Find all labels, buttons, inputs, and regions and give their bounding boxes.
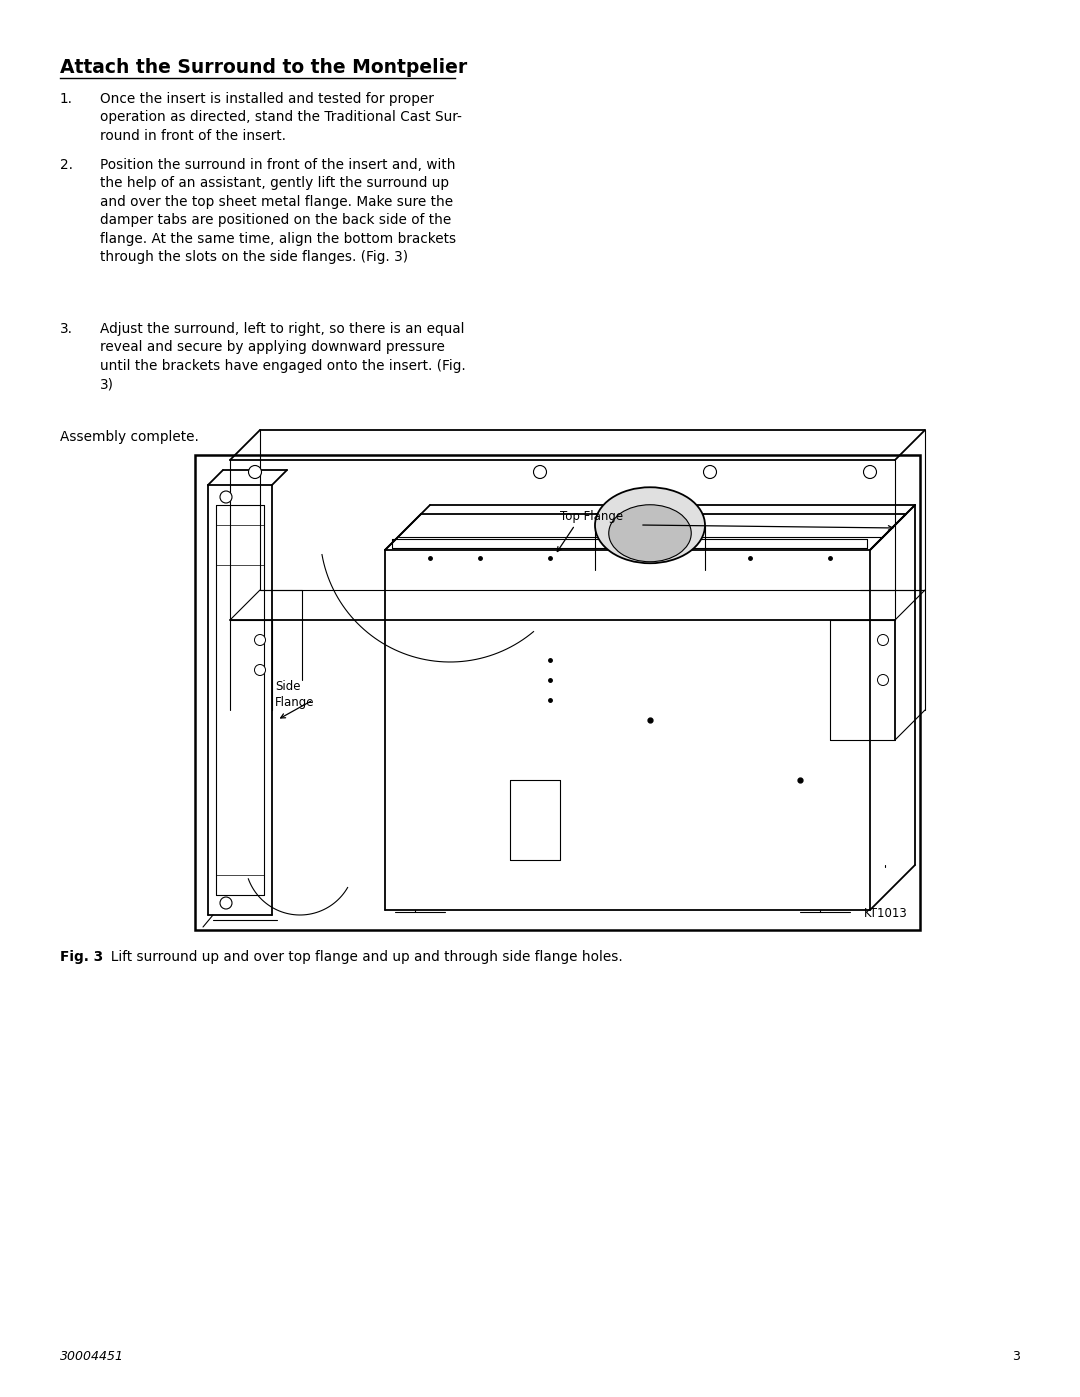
- Circle shape: [220, 490, 232, 503]
- Text: Position the surround in front of the insert and, with
the help of an assistant,: Position the surround in front of the in…: [100, 158, 456, 264]
- Text: Side
Flange: Side Flange: [275, 680, 314, 710]
- Text: 1.: 1.: [60, 92, 73, 106]
- Bar: [195, 455, 920, 930]
- Circle shape: [220, 897, 232, 909]
- Text: Assembly complete.: Assembly complete.: [60, 430, 199, 444]
- Text: Attach the Surround to the Montpelier: Attach the Surround to the Montpelier: [60, 59, 468, 77]
- Circle shape: [864, 465, 877, 479]
- Text: Top Flange: Top Flange: [561, 510, 623, 522]
- Circle shape: [248, 465, 261, 479]
- Circle shape: [534, 465, 546, 479]
- Text: Fig. 3: Fig. 3: [60, 950, 104, 964]
- Text: Adjust the surround, left to right, so there is an equal
reveal and secure by ap: Adjust the surround, left to right, so t…: [100, 321, 465, 391]
- Ellipse shape: [595, 488, 705, 563]
- Circle shape: [877, 675, 889, 686]
- Circle shape: [703, 465, 716, 479]
- Text: 2.: 2.: [60, 158, 73, 172]
- Circle shape: [255, 665, 266, 676]
- Text: 30004451: 30004451: [60, 1350, 124, 1363]
- Text: KT1013: KT1013: [864, 907, 908, 921]
- Text: Lift surround up and over top flange and up and through side flange holes.: Lift surround up and over top flange and…: [102, 950, 623, 964]
- Text: 3: 3: [1012, 1350, 1020, 1363]
- Text: 3.: 3.: [60, 321, 73, 337]
- Ellipse shape: [609, 504, 691, 562]
- Text: Once the insert is installed and tested for proper
operation as directed, stand : Once the insert is installed and tested …: [100, 92, 462, 142]
- Circle shape: [255, 634, 266, 645]
- Circle shape: [877, 634, 889, 645]
